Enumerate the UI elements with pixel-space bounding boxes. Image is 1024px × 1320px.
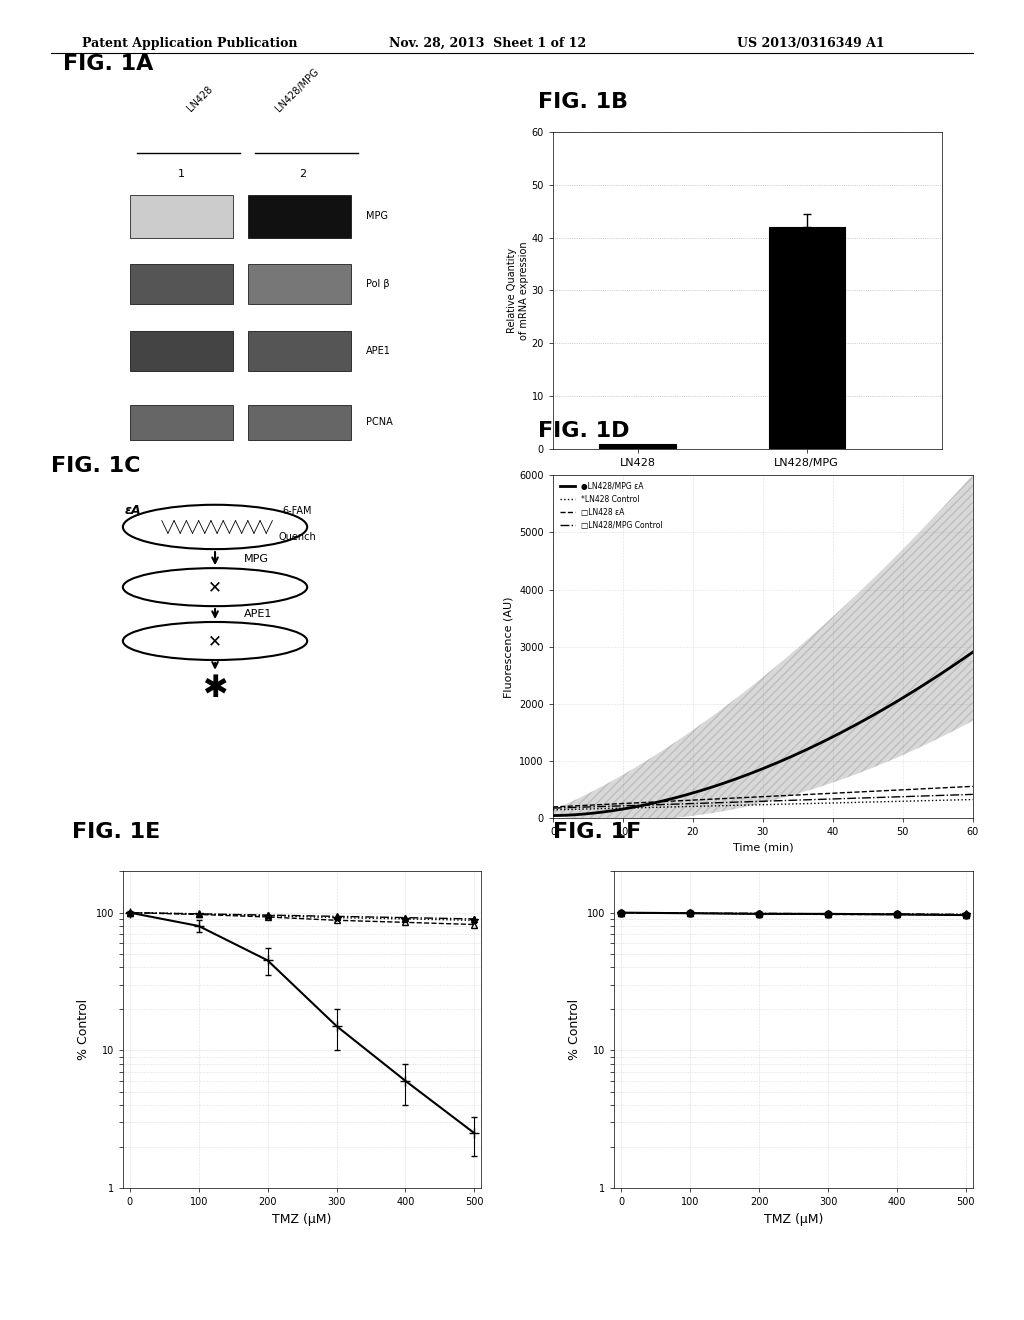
*LN428 Control <box>797 796 809 812</box>
Text: 6-FAM: 6-FAM <box>283 507 311 516</box>
X-axis label: TMZ (μM): TMZ (μM) <box>764 1213 823 1225</box>
□LN428/MPG Control <box>763 793 775 809</box>
X-axis label: Time (min): Time (min) <box>732 843 794 853</box>
FancyBboxPatch shape <box>248 264 351 304</box>
Text: 2: 2 <box>300 169 306 180</box>
*LN428 Control <box>547 801 559 817</box>
Text: PCNA: PCNA <box>366 417 392 428</box>
FancyBboxPatch shape <box>248 404 351 441</box>
●LN428/MPG εA <box>547 808 559 824</box>
FancyBboxPatch shape <box>248 195 351 239</box>
Y-axis label: % Control: % Control <box>568 999 582 1060</box>
Text: FIG. 1E: FIG. 1E <box>72 822 160 842</box>
Text: LN428/MPG: LN428/MPG <box>273 66 321 114</box>
Text: US 2013/0316349 A1: US 2013/0316349 A1 <box>737 37 885 50</box>
Legend: ●LN428/MPG εA, *LN428 Control, □LN428 εA, □LN428/MPG Control: ●LN428/MPG εA, *LN428 Control, □LN428 εA… <box>557 479 666 532</box>
FancyBboxPatch shape <box>130 264 233 304</box>
□LN428/MPG Control <box>644 797 656 813</box>
Text: ✕: ✕ <box>208 578 222 597</box>
Text: MPG: MPG <box>366 211 388 222</box>
Text: Patent Application Publication: Patent Application Publication <box>82 37 297 50</box>
Y-axis label: % Control: % Control <box>77 999 90 1060</box>
□LN428/MPG Control <box>967 787 979 803</box>
Text: MPG: MPG <box>244 553 268 564</box>
□LN428 εA <box>797 787 809 803</box>
Text: FIG. 1A: FIG. 1A <box>63 54 154 74</box>
□LN428/MPG Control <box>628 797 640 813</box>
*LN428 Control <box>945 792 957 808</box>
Bar <box>769 227 845 449</box>
Text: εA: εA <box>125 504 141 517</box>
FancyBboxPatch shape <box>130 331 233 371</box>
Line: *LN428 Control: *LN428 Control <box>553 800 973 809</box>
●LN428/MPG εA <box>644 796 656 812</box>
Y-axis label: Fluorescence (AU): Fluorescence (AU) <box>504 597 514 697</box>
Text: FIG. 1B: FIG. 1B <box>538 92 628 112</box>
●LN428/MPG εA <box>763 758 775 774</box>
Text: APE1: APE1 <box>366 346 390 356</box>
□LN428/MPG Control <box>797 792 809 808</box>
●LN428/MPG εA <box>797 743 809 759</box>
Text: LN428: LN428 <box>185 84 214 114</box>
Text: APE1: APE1 <box>244 609 272 619</box>
●LN428/MPG εA <box>628 799 640 814</box>
Bar <box>599 444 676 449</box>
Text: Quench: Quench <box>279 532 315 541</box>
Text: Pol β: Pol β <box>366 279 389 289</box>
●LN428/MPG εA <box>967 644 979 660</box>
Text: ✕: ✕ <box>208 632 222 649</box>
□LN428/MPG Control <box>945 787 957 803</box>
Line: □LN428 εA: □LN428 εA <box>553 787 973 807</box>
●LN428/MPG εA <box>945 659 957 675</box>
*LN428 Control <box>628 800 640 816</box>
□LN428 εA <box>967 779 979 795</box>
□LN428 εA <box>933 780 945 796</box>
Y-axis label: Relative Quantity
of mRNA expression: Relative Quantity of mRNA expression <box>507 242 528 339</box>
*LN428 Control <box>933 792 945 808</box>
FancyBboxPatch shape <box>130 195 233 239</box>
Text: 1: 1 <box>178 169 185 180</box>
Text: FIG. 1F: FIG. 1F <box>553 822 641 842</box>
Line: ●LN428/MPG εA: ●LN428/MPG εA <box>553 652 973 816</box>
□LN428 εA <box>644 795 656 810</box>
□LN428 εA <box>628 795 640 810</box>
●LN428/MPG εA <box>933 667 945 682</box>
X-axis label: TMZ (μM): TMZ (μM) <box>272 1213 332 1225</box>
□LN428 εA <box>945 780 957 796</box>
FancyBboxPatch shape <box>130 404 233 441</box>
□LN428/MPG Control <box>933 788 945 804</box>
Text: ✱: ✱ <box>203 675 227 704</box>
*LN428 Control <box>763 796 775 812</box>
*LN428 Control <box>644 800 656 816</box>
Text: FIG. 1C: FIG. 1C <box>51 457 140 477</box>
□LN428/MPG Control <box>547 800 559 816</box>
Line: □LN428/MPG Control: □LN428/MPG Control <box>553 795 973 808</box>
Text: FIG. 1D: FIG. 1D <box>538 421 629 441</box>
□LN428 εA <box>547 799 559 814</box>
Text: Nov. 28, 2013  Sheet 1 of 12: Nov. 28, 2013 Sheet 1 of 12 <box>389 37 587 50</box>
□LN428 εA <box>763 788 775 804</box>
*LN428 Control <box>967 792 979 808</box>
FancyBboxPatch shape <box>248 331 351 371</box>
